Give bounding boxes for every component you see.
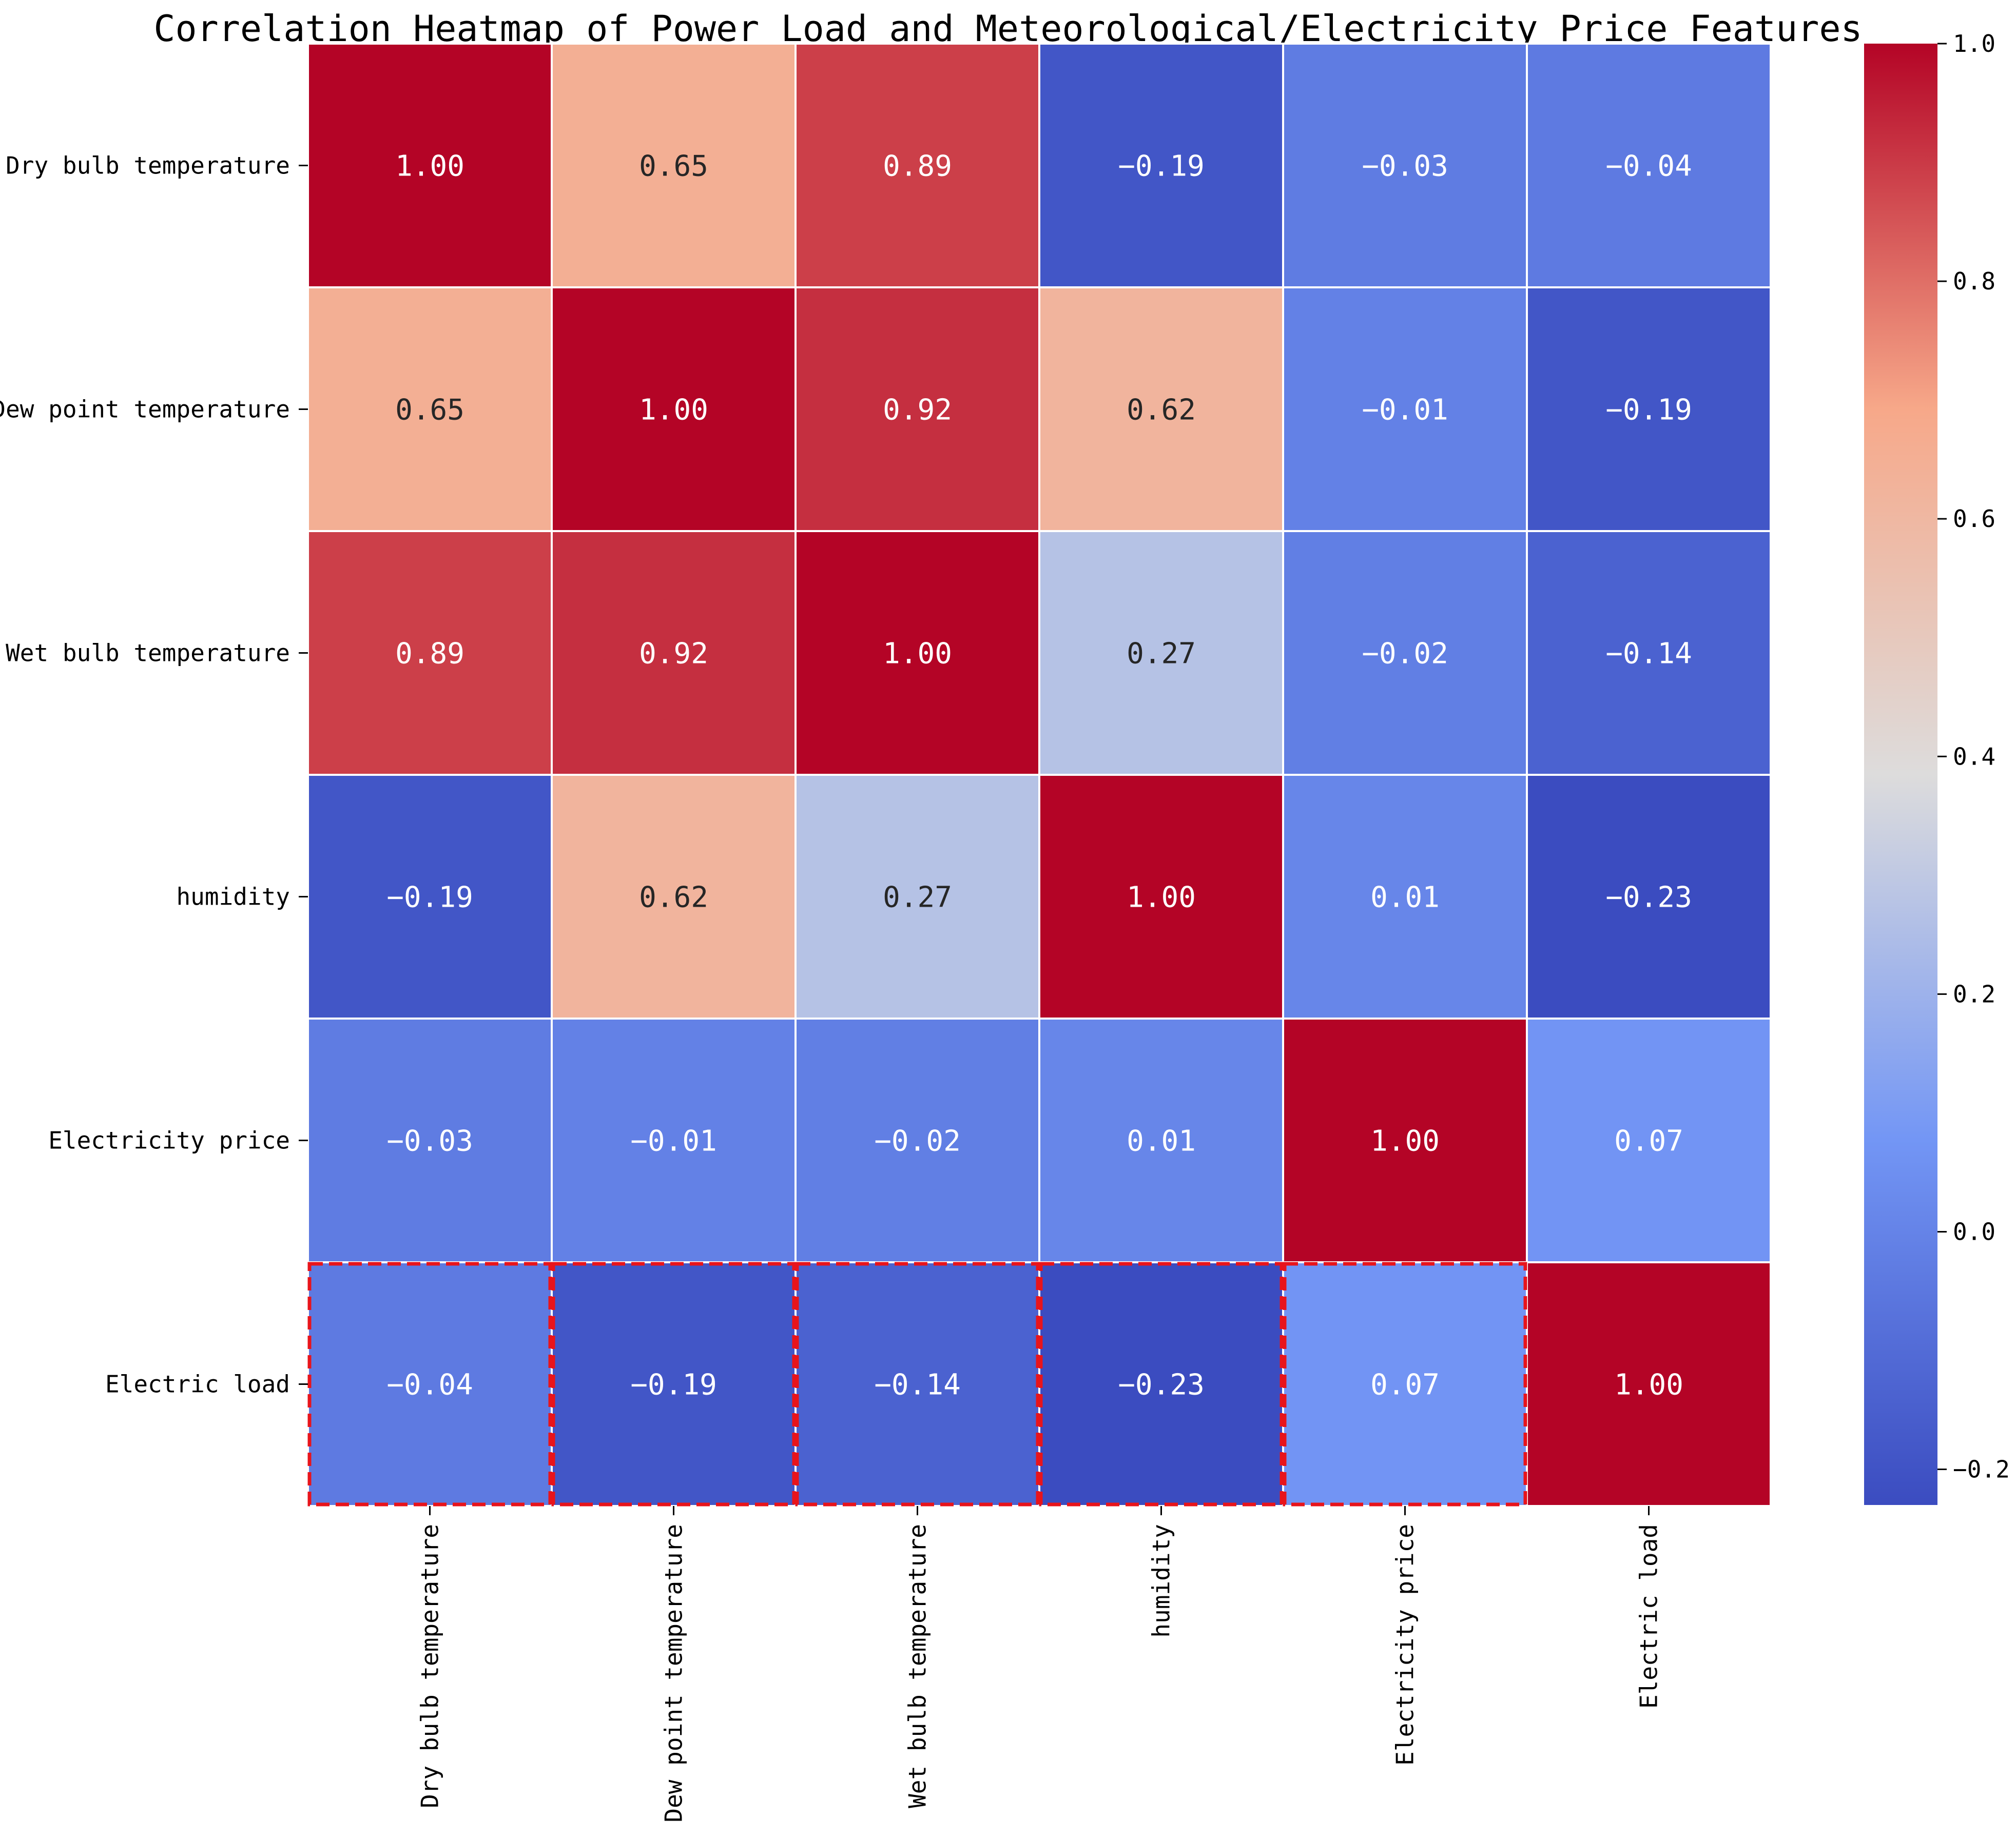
heatmap-cell: [1038, 286, 1284, 532]
highlight-box: [1283, 1262, 1527, 1507]
cell-value-label: 0.01: [1127, 1125, 1196, 1158]
heatmap-cell: [1526, 774, 1772, 1020]
heatmap-cell: [307, 530, 553, 776]
cell-value-label: 0.27: [883, 881, 952, 914]
colorbar-tick-label: 0.8: [1953, 267, 1995, 295]
highlight-box: [795, 1262, 1040, 1507]
cell-value-label: −0.02: [1362, 637, 1448, 671]
y-axis-tick-labels: Dry bulb temperature Dew point temperatur…: [0, 152, 308, 1398]
cell-value-label: 1.00: [1370, 1125, 1440, 1158]
colorbar-tick-label: 0.6: [1953, 505, 1995, 533]
y-tick-label: Electric load: [105, 1371, 290, 1398]
colorbar-tick-label: 0.0: [1953, 1218, 1995, 1245]
heatmap-cell: [1526, 530, 1772, 776]
x-tick-label: Wet bulb temperature: [904, 1524, 932, 1808]
cell-value-label: −0.23: [1605, 881, 1692, 914]
x-tick-label: Dry bulb temperature: [416, 1524, 444, 1808]
y-tick-label: Dry bulb temperature: [6, 152, 290, 180]
heatmap-cell: [551, 530, 797, 776]
y-tick-label: Electricity price: [48, 1127, 290, 1155]
heatmap-cell: [1526, 1261, 1772, 1507]
cell-value-label: 0.62: [1127, 394, 1196, 427]
y-tick-label: Dew point temperature: [0, 396, 290, 423]
heatmap-cell: [1526, 286, 1772, 532]
colorbar-tick-label: −0.2: [1953, 1456, 2010, 1483]
cell-value-label: −0.04: [1605, 150, 1692, 183]
heatmap-cell: [794, 286, 1040, 532]
x-tick-label: humidity: [1148, 1524, 1175, 1638]
highlight-row-outline: [307, 1262, 1527, 1507]
colorbar-gradient: [1864, 44, 1937, 1505]
cell-value-label: 0.92: [639, 637, 708, 671]
cell-value-label: −0.01: [630, 1125, 717, 1158]
cell-value-label: 0.62: [639, 881, 708, 914]
cell-value-label: 0.89: [883, 150, 952, 183]
cell-value-label: 0.27: [1127, 637, 1196, 671]
heatmap-cell: [307, 43, 553, 288]
cell-value-label: −0.23: [1118, 1368, 1205, 1402]
x-tick-label: Electricity price: [1391, 1524, 1419, 1766]
heatmap-cell: [1038, 1018, 1284, 1263]
x-axis-tick-labels: Dry bulb temperature Dew point temperatur…: [416, 1506, 1663, 1823]
cell-value-label: −0.01: [1362, 394, 1448, 427]
heatmap-cell: [794, 1261, 1040, 1507]
cell-value-label: −0.19: [1118, 150, 1205, 183]
heatmap-cell: [1282, 286, 1528, 532]
cell-value-label: −0.04: [386, 1368, 473, 1402]
cell-value-label: 0.89: [395, 637, 464, 671]
heatmap-cell: [1526, 43, 1772, 288]
highlight-box: [307, 1262, 552, 1507]
cell-value-label: 0.01: [1370, 881, 1440, 914]
heatmap-cell: [1038, 1261, 1284, 1507]
heatmap-cell: [1282, 1018, 1528, 1263]
y-tick-label: humidity: [176, 883, 290, 911]
cell-value-label: 0.65: [639, 150, 708, 183]
cell-value-label: −0.19: [1605, 394, 1692, 427]
heatmap-cell: [551, 286, 797, 532]
cell-value-label: 1.00: [1614, 1368, 1683, 1402]
cell-value-label: −0.02: [874, 1125, 961, 1158]
highlight-box: [1039, 1262, 1284, 1507]
heatmap-cell: [1038, 774, 1284, 1020]
cell-value-label: −0.14: [874, 1368, 961, 1402]
colorbar: 1.0 0.8 0.6 0.4 0.2 0.0 −0.2: [1864, 30, 2010, 1505]
heatmap-cell: [1282, 530, 1528, 776]
colorbar-tick-label: 0.2: [1953, 980, 1995, 1008]
heatmap-cell: [1038, 43, 1284, 288]
heatmap-cell: [794, 1018, 1040, 1263]
heatmap-cells: 1.00 0.65 0.89 −0.19 −0.03 −0.04 0.65 1.00 0.92 0…: [307, 43, 1772, 1507]
cell-value-label: 1.00: [883, 637, 952, 671]
heatmap-cell: [1282, 43, 1528, 288]
x-tick-label: Dew point temperature: [660, 1524, 688, 1823]
cell-value-label: −0.19: [386, 881, 473, 914]
cell-value-label: 0.65: [395, 394, 464, 427]
y-tick-label: Wet bulb temperature: [6, 639, 290, 667]
cell-value-label: −0.19: [630, 1368, 717, 1402]
heatmap-cell: [551, 1261, 797, 1507]
cell-value-label: 1.00: [639, 394, 708, 427]
x-tick-label: Electric load: [1635, 1524, 1663, 1709]
cell-value-label: 0.92: [883, 394, 952, 427]
colorbar-tick-label: 0.4: [1953, 742, 1995, 770]
cell-value-label: −0.14: [1605, 637, 1692, 671]
cell-value-label: −0.03: [1362, 150, 1448, 183]
cell-value-label: −0.03: [386, 1125, 473, 1158]
cell-value-label: 1.00: [1127, 881, 1196, 914]
heatmap-cell: [551, 774, 797, 1020]
cell-value-label: 0.07: [1370, 1368, 1440, 1402]
heatmap-cell: [1526, 1018, 1772, 1263]
heatmap-cell: [794, 530, 1040, 776]
cell-value-label: 0.07: [1614, 1125, 1683, 1158]
colorbar-tick-label: 1.0: [1953, 30, 1995, 57]
heatmap-cell: [794, 774, 1040, 1020]
heatmap-cell: [1038, 530, 1284, 776]
highlight-box: [551, 1262, 796, 1507]
cell-value-label: 1.00: [395, 150, 464, 183]
